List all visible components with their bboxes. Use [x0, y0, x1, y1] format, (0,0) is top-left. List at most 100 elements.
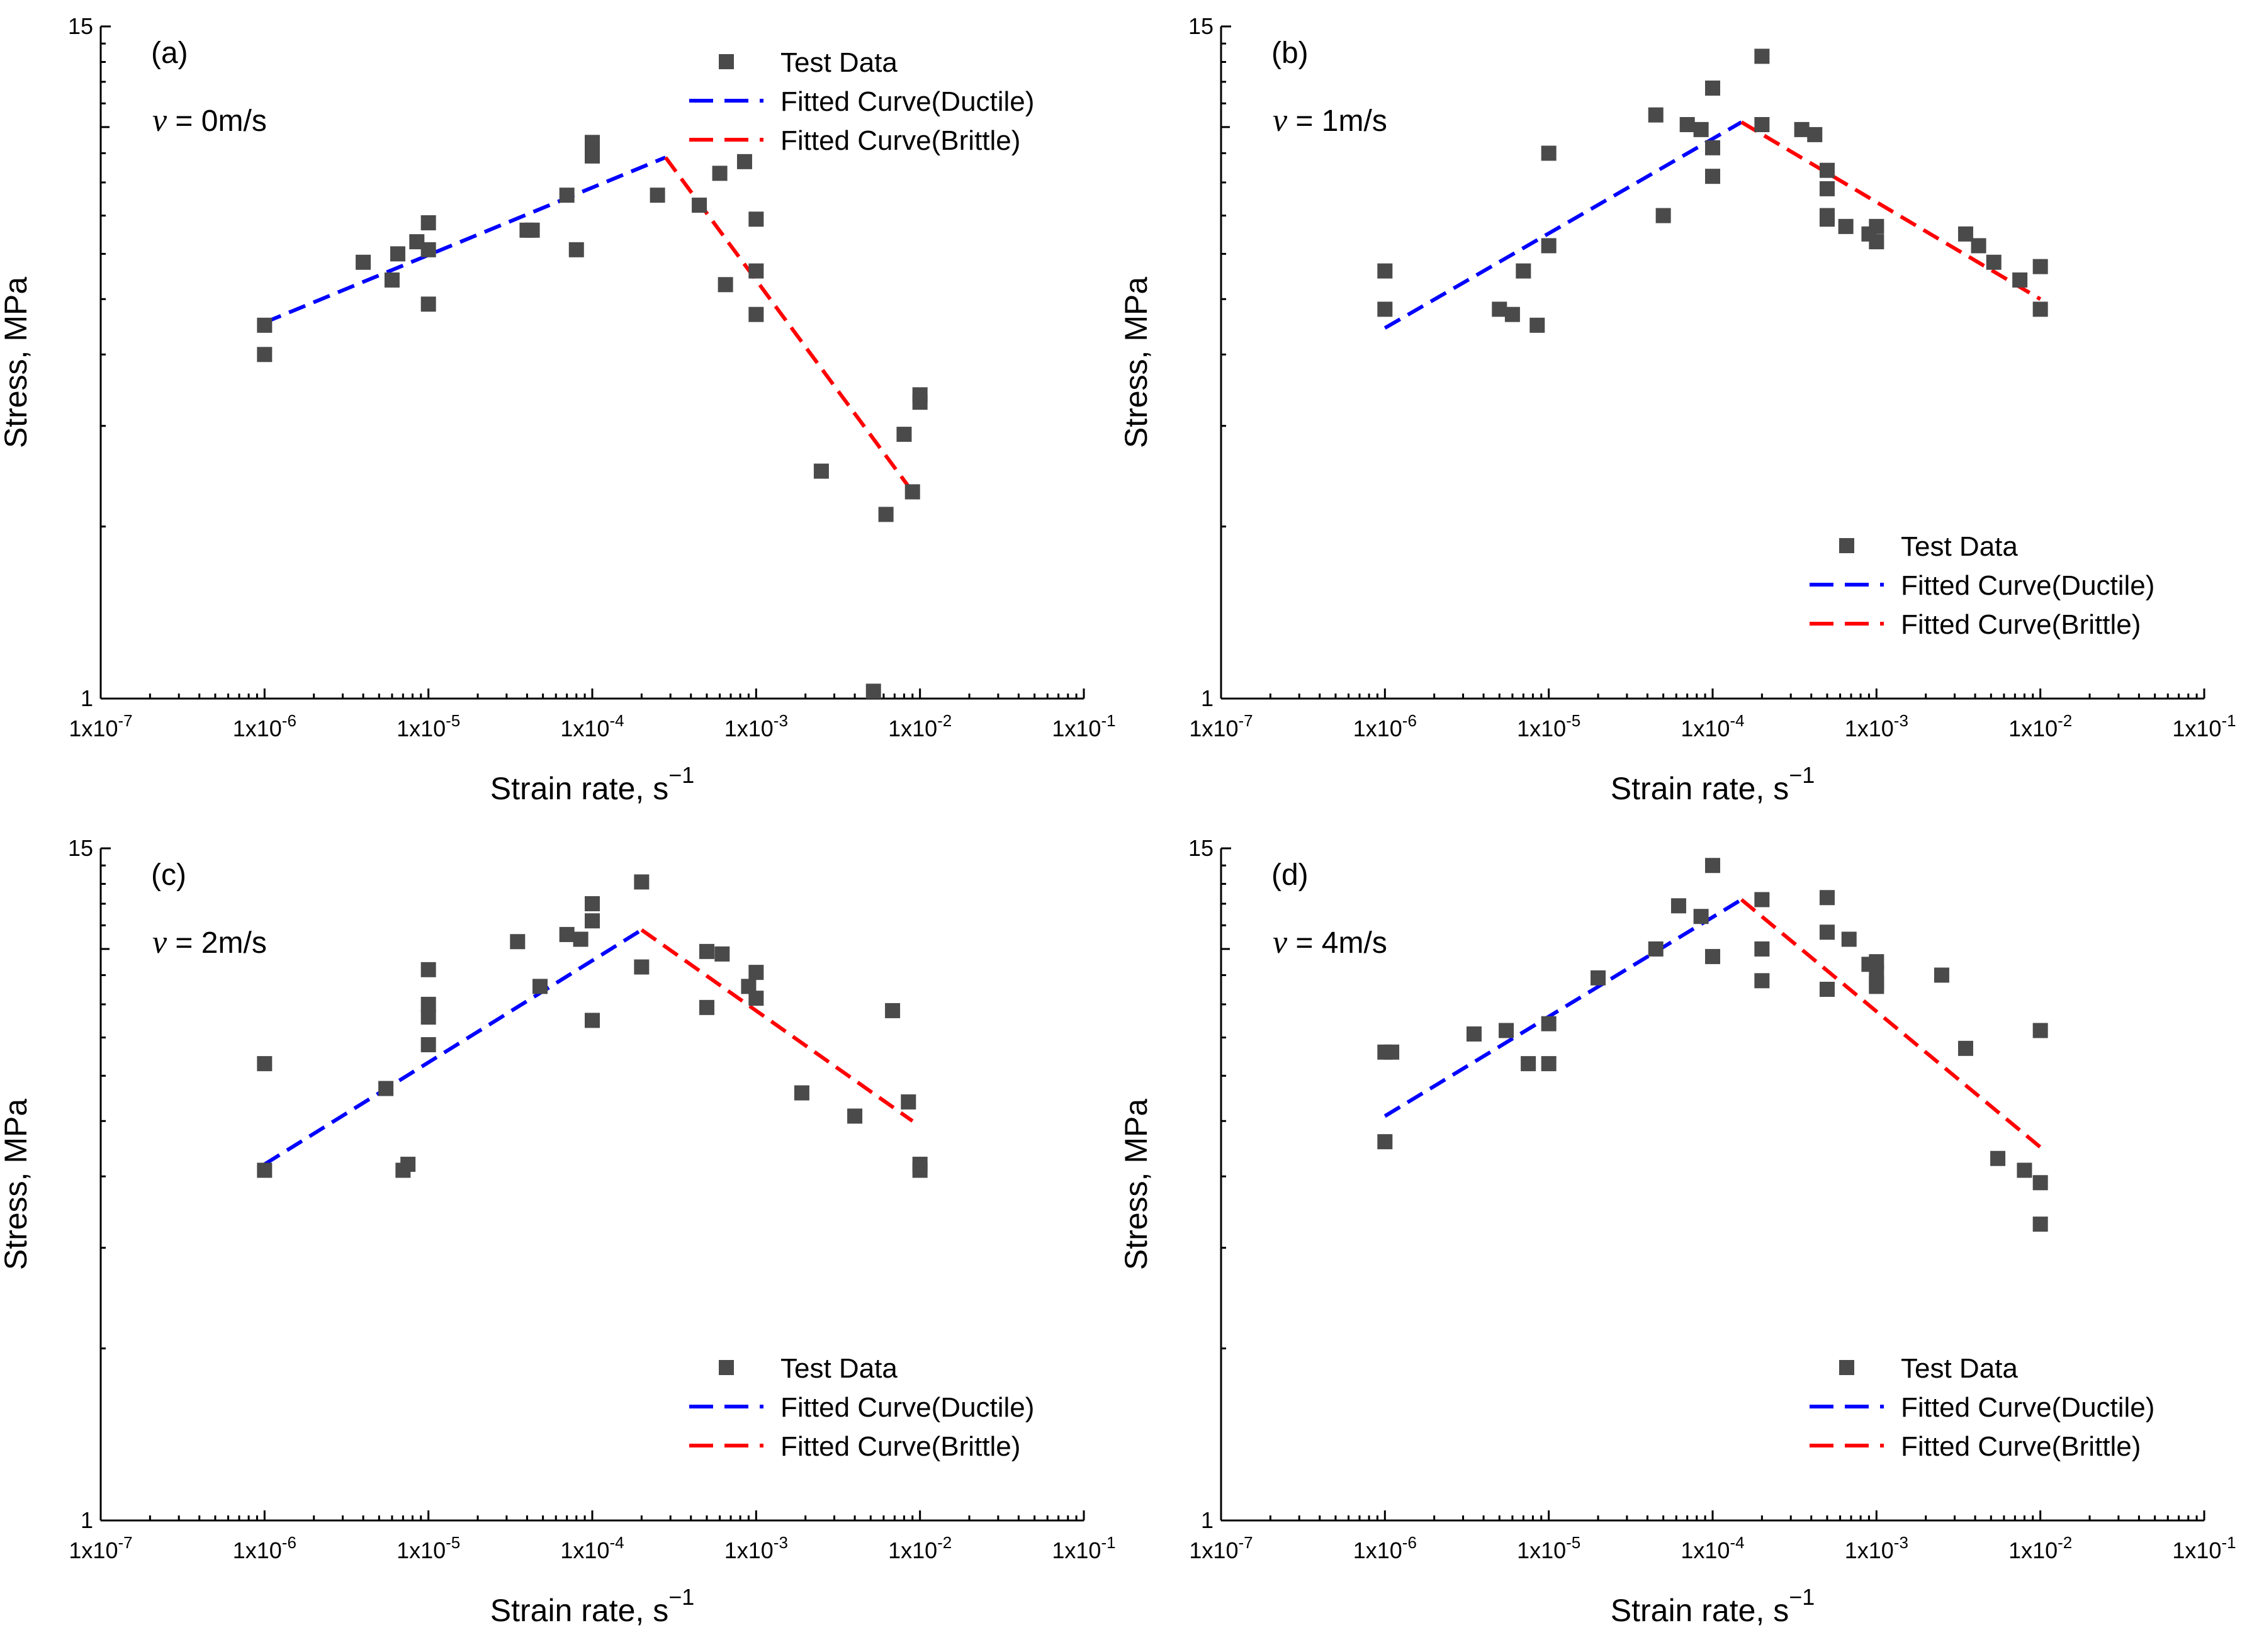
data-point: [748, 306, 764, 322]
data-point: [510, 934, 526, 950]
data-point: [712, 166, 728, 181]
data-point: [1591, 970, 1606, 986]
legend-marker-test-data: [1839, 1360, 1854, 1375]
y-tick-label: 15: [1188, 835, 1214, 861]
legend-label-ductile: Fitted Curve(Ductile): [780, 86, 1034, 117]
data-point: [748, 211, 764, 227]
y-tick-label: 1: [1201, 685, 1214, 711]
x-tick-label: 1x10-4: [1681, 711, 1744, 741]
x-tick-label: 1x10-6: [1353, 711, 1417, 741]
data-point: [1705, 858, 1720, 874]
data-point: [1377, 263, 1393, 279]
data-point: [1841, 931, 1857, 947]
y-axis-label: Stress, MPa: [0, 1099, 33, 1270]
fitted-curve-brittle: [1740, 898, 2042, 1149]
data-point: [532, 979, 548, 994]
data-point: [1819, 890, 1835, 906]
data-point: [878, 507, 894, 522]
data-point: [1541, 145, 1557, 161]
legend-label-brittle: Fitted Curve(Brittle): [780, 1431, 1020, 1462]
data-point: [736, 154, 752, 169]
legend-label-brittle: Fitted Curve(Brittle): [1901, 1431, 2141, 1462]
legend-label-ductile: Fitted Curve(Ductile): [780, 1392, 1034, 1423]
data-point: [1754, 116, 1770, 132]
data-point: [390, 246, 405, 262]
panel-label: (a): [151, 37, 188, 70]
data-point: [1869, 975, 1884, 991]
legend-label-brittle: Fitted Curve(Brittle): [780, 125, 1020, 156]
data-point: [2032, 1217, 2048, 1232]
data-point: [2012, 272, 2028, 288]
fitted-curve-brittle: [1740, 120, 2042, 301]
y-tick-label: 15: [68, 13, 93, 39]
data-point: [699, 943, 714, 959]
data-point: [1869, 218, 1884, 234]
data-point: [2032, 1023, 2048, 1038]
y-tick-label: 1: [81, 685, 93, 711]
data-point: [1541, 1056, 1557, 1072]
data-point: [420, 962, 436, 977]
x-tick-label: 1x10-7: [69, 711, 132, 741]
data-point: [634, 959, 650, 975]
data-point: [1504, 306, 1520, 322]
velocity-annotation: ν = 2m/s: [152, 924, 267, 960]
data-point: [1670, 898, 1686, 914]
data-point: [524, 222, 540, 238]
data-point: [1754, 892, 1770, 907]
data-point: [865, 683, 881, 699]
data-point: [378, 1081, 394, 1096]
x-tick-label: 1x10-5: [397, 1533, 460, 1563]
data-point: [1819, 211, 1835, 227]
x-tick-label: 1x10-7: [1189, 1533, 1253, 1563]
data-point: [1516, 263, 1531, 279]
velocity-annotation: ν = 1m/s: [1273, 103, 1387, 138]
data-point: [1819, 924, 1835, 940]
legend-marker-test-data: [719, 1360, 734, 1375]
data-point: [794, 1085, 809, 1101]
data-point: [1819, 181, 1835, 196]
data-point: [1648, 941, 1664, 957]
x-tick-label: 1x10-4: [1681, 1533, 1744, 1563]
y-axis-label: Stress, MPa: [1118, 277, 1154, 448]
data-point: [1990, 1150, 2006, 1166]
legend: Test Data Fitted Curve(Ductile) Fitted Cur…: [689, 47, 1034, 156]
x-tick-label: 1x10-3: [724, 1533, 788, 1563]
data-point: [573, 931, 588, 947]
y-tick-label: 15: [68, 835, 93, 861]
data-point: [420, 1037, 436, 1053]
data-point: [912, 1162, 928, 1178]
data-point: [420, 242, 436, 257]
fitted-curve-ductile: [1383, 897, 1743, 1118]
data-point: [1466, 1026, 1482, 1042]
data-point: [420, 215, 436, 231]
legend-label-test-data: Test Data: [1901, 531, 2018, 562]
x-tick-label: 1x10-4: [560, 1533, 624, 1563]
data-point: [257, 1056, 273, 1072]
data-point: [885, 1003, 901, 1018]
panel-label: (d): [1271, 858, 1309, 892]
x-tick-label: 1x10-6: [233, 711, 296, 741]
chart-panel-c: 1x10-7 1x10-6 1x10-5 1x10-4 1x10-3 1x10-2 1x10…: [0, 835, 1116, 1628]
data-point: [1499, 1023, 1514, 1038]
legend-marker-test-data: [719, 54, 734, 69]
data-point: [420, 296, 436, 312]
data-point: [1794, 121, 1810, 137]
x-tick-label: 1x10-2: [2008, 711, 2072, 741]
data-point: [2032, 1175, 2048, 1191]
data-point: [1377, 1134, 1393, 1150]
x-tick-label: 1x10-5: [1517, 711, 1580, 741]
data-point: [1693, 121, 1709, 137]
data-point: [1869, 234, 1884, 250]
data-point: [748, 263, 764, 279]
data-point: [1492, 301, 1507, 317]
legend-label-ductile: Fitted Curve(Ductile): [1901, 570, 2154, 601]
data-point: [912, 387, 928, 403]
legend: Test Data Fitted Curve(Ductile) Fitted Cur…: [1810, 531, 2154, 640]
data-point: [257, 317, 273, 333]
data-point: [1754, 973, 1770, 989]
fitted-curve-ductile: [1383, 120, 1743, 330]
data-point: [1957, 226, 1973, 242]
data-point: [1838, 218, 1854, 234]
data-point: [1754, 48, 1770, 64]
